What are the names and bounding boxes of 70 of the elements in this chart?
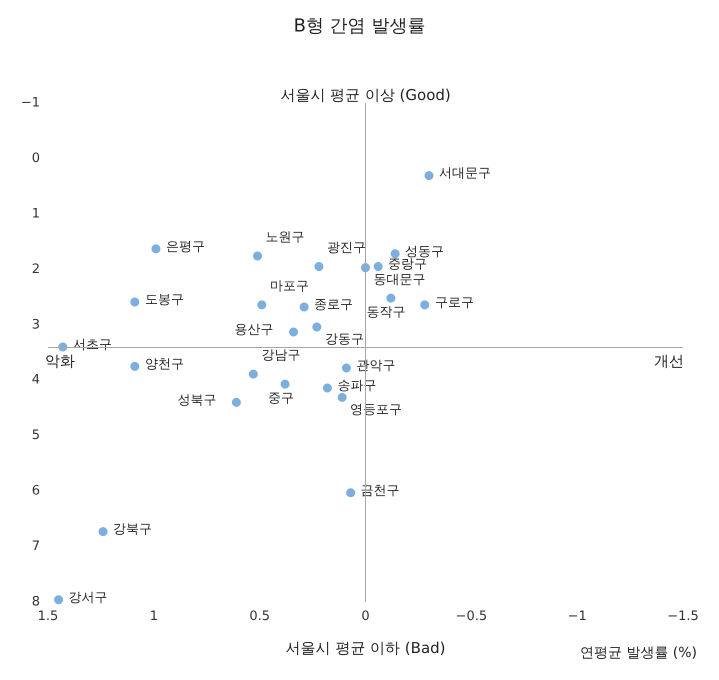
annotation: 영등포구 [350, 402, 402, 418]
annotation: 노원구 [266, 230, 305, 246]
y-tick-label: 0 [32, 150, 40, 166]
annotation: 동작구 [366, 305, 406, 320]
y-tick-label: 3 [32, 317, 40, 332]
point [322, 383, 332, 392]
point [346, 488, 356, 498]
annotation: 강동구 [324, 332, 364, 347]
y-tick-label: 1 [32, 206, 40, 222]
annotation: 구로구 [434, 295, 474, 310]
y-tick-label: 2 [32, 262, 40, 277]
x-tick-label: 0 [361, 609, 370, 624]
annotation: 서대문구 [439, 166, 491, 182]
x-axis-title: 연평균 발생률 (%) [580, 645, 698, 661]
annotation: 송파구 [337, 378, 376, 394]
x-tick-label: −0.5 [456, 609, 488, 624]
annotation: 금천구 [360, 483, 400, 498]
point [98, 527, 108, 536]
annotation: 강남구 [261, 348, 300, 364]
annotation: 서울시 평균 이상 (Good) [280, 86, 451, 104]
point [338, 392, 347, 402]
annotation: 도봉구 [144, 292, 184, 308]
point [342, 364, 351, 373]
annotation: 개선 [654, 352, 684, 370]
x-tick-label: 0.5 [249, 609, 270, 624]
annotation: 성북구 [177, 392, 216, 408]
y-tick-label: 8 [32, 594, 40, 610]
annotation: 관악구 [356, 358, 396, 374]
annotation: 동대문구 [374, 272, 426, 288]
point [248, 370, 258, 379]
point [280, 380, 290, 389]
annotation: 은평구 [166, 239, 205, 254]
annotation: 강북구 [113, 522, 152, 538]
point [54, 595, 64, 604]
annotation: 광진구 [326, 240, 366, 256]
chart-title: B형 간염 발생률 [294, 16, 426, 36]
point [130, 362, 140, 371]
point [386, 294, 396, 303]
annotation: 용산구 [234, 322, 274, 338]
point [130, 298, 140, 307]
y-tick-label: −1 [20, 96, 40, 110]
point [300, 302, 309, 312]
y-tick-label: 5 [32, 428, 40, 444]
point [420, 300, 430, 310]
point [232, 398, 241, 407]
annotation: 중구 [268, 391, 294, 406]
y-tick-label: 7 [32, 539, 40, 554]
annotation: 중랑구 [388, 257, 428, 272]
y-tick-label: 6 [32, 484, 40, 499]
x-tick-label: −1 [568, 609, 587, 624]
point [253, 252, 262, 261]
x-tick-label: 1 [150, 609, 158, 624]
x-tick-label: 1.5 [38, 609, 58, 624]
x-tick-label: −1.5 [667, 609, 699, 624]
annotation: 악화 [45, 352, 75, 370]
annotation: 종로구 [314, 298, 354, 313]
point [151, 244, 160, 254]
annotation: 강서구 [68, 590, 108, 606]
annotation: 성동구 [405, 244, 444, 260]
point [374, 262, 383, 272]
point [314, 262, 324, 272]
annotation: 마포구 [270, 278, 309, 294]
y-tick-label: 4 [32, 372, 40, 388]
point [424, 171, 434, 180]
point [390, 249, 400, 258]
point [312, 322, 322, 332]
point [257, 300, 266, 310]
annotation: 양천구 [144, 356, 184, 372]
text: 서울시 평균 이하 (Bad) [285, 639, 446, 657]
point [289, 327, 298, 336]
